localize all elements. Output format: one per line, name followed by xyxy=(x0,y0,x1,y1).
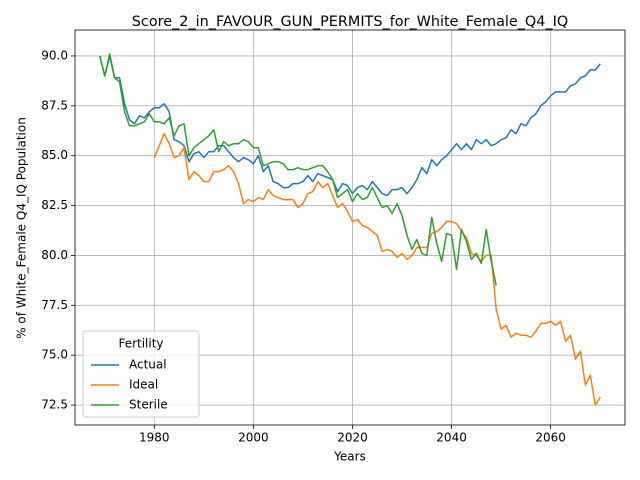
y-tick-label: 77.5 xyxy=(41,298,68,312)
y-tick-label: 82.5 xyxy=(41,198,68,212)
y-axis-label: % of White_Female Q4_IQ Population xyxy=(15,117,29,339)
legend-box xyxy=(82,330,200,418)
line-series xyxy=(153,132,601,406)
y-tick-label: 75.0 xyxy=(41,348,68,362)
plot-frame xyxy=(74,29,626,426)
x-tick-label: 2060 xyxy=(535,431,566,445)
x-tick-label: 2000 xyxy=(238,431,269,445)
legend-title: Fertility xyxy=(118,337,163,351)
y-tick-label: 85.0 xyxy=(41,148,68,162)
x-tick-label: 2040 xyxy=(436,431,467,445)
legend-label: Sterile xyxy=(129,398,168,412)
x-tick-label: 2020 xyxy=(337,431,368,445)
y-tick-label: 90.0 xyxy=(41,48,68,62)
y-tick-label: 87.5 xyxy=(41,98,68,112)
line-series xyxy=(99,53,497,286)
y-tick-label: 80.0 xyxy=(41,248,68,262)
x-tick-label: 1980 xyxy=(139,431,170,445)
chart-title: Score_2_in_FAVOUR_GUN_PERMITS_for_White_… xyxy=(132,14,568,30)
x-axis-label: Years xyxy=(333,450,366,464)
y-tick-label: 72.5 xyxy=(41,398,68,412)
line-series xyxy=(99,55,601,197)
legend-label: Actual xyxy=(129,358,167,372)
legend-label: Ideal xyxy=(129,378,158,392)
